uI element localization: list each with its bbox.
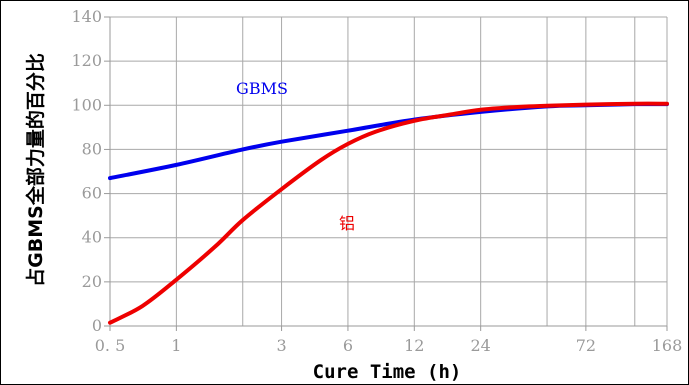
x-tick-label: 72	[576, 336, 596, 355]
x-tick-label: 12	[404, 336, 424, 355]
series-label-aluminum: 铝	[339, 214, 355, 233]
y-tick-label: 80	[82, 139, 102, 158]
y-tick-label: 120	[71, 51, 102, 70]
x-axis-title: Cure Time (h)	[313, 361, 462, 383]
series-label-gbms: GBMS	[236, 79, 288, 98]
y-tick-label: 140	[71, 7, 102, 26]
series-line-0	[108, 102, 669, 181]
tick-labels: 0 20 40 60 80 100 120 140 0. 5 1 3 6 12 24 72 168	[71, 7, 682, 355]
x-tick-label: 168	[652, 336, 683, 355]
y-tick-label: 0	[92, 316, 102, 335]
y-axis-title: 占GBMS全部力量的百分比	[24, 53, 47, 287]
x-tick-label: 24	[470, 336, 490, 355]
y-tick-label: 100	[71, 95, 102, 114]
x-tick-label: 3	[276, 336, 286, 355]
x-tick-label: 1	[171, 336, 181, 355]
axes	[104, 16, 668, 331]
series-group	[108, 101, 669, 325]
y-tick-label: 20	[82, 272, 102, 291]
y-tick-label: 40	[82, 228, 102, 247]
grid	[110, 16, 668, 326]
y-tick-label: 60	[82, 184, 102, 203]
x-tick-label: 6	[343, 336, 353, 355]
x-tick-label: 0. 5	[95, 336, 126, 355]
series-line-1	[108, 101, 669, 325]
